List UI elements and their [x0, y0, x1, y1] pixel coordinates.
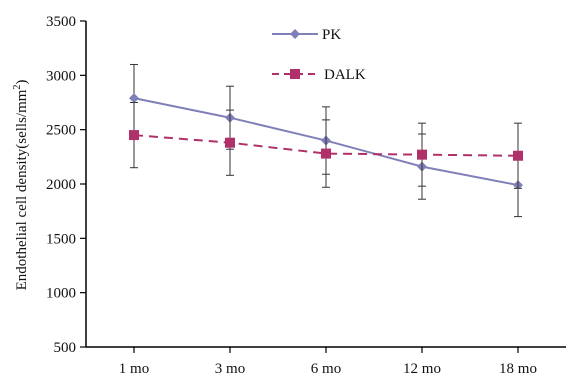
y-axis-title: Endothelial cell density(sells/mm2) [12, 80, 30, 291]
x-tick-label-18-mo: 18 mo [499, 361, 537, 374]
x-tick-label-1-mo: 1 mo [119, 361, 149, 374]
y-tick-label-500: 500 [54, 340, 77, 356]
legend-item-dalk: DALK [272, 67, 366, 83]
legend-dalk-label: DALK [324, 67, 366, 83]
y-tick-label-1000: 1000 [46, 286, 76, 302]
series-layer [129, 63, 523, 218]
legend-pk-marker [290, 29, 300, 39]
series-dalk-point-4 [513, 150, 523, 161]
y-tick-label-2000: 2000 [46, 177, 76, 193]
series-pk-point-0 [129, 93, 139, 104]
series-dalk-point-1 [225, 137, 235, 148]
series-dalk-point-0 [129, 130, 139, 141]
y-ticks: 500 1000 1500 2000 2500 3000 3500 [46, 14, 86, 356]
x-tick-label-12-mo: 12 mo [403, 361, 441, 374]
y-tick-label-3500: 3500 [46, 14, 76, 30]
y-tick-label-3000: 3000 [46, 68, 76, 84]
series-dalk-point-3 [417, 149, 427, 160]
x-ticks: 1 mo 3 mo 6 mo 12 mo 18 mo [119, 347, 537, 374]
series-dalk [129, 102, 523, 189]
y-tick-label-1500: 1500 [46, 231, 76, 247]
series-dalk-line [133, 134, 519, 157]
legend-dalk-marker [290, 69, 300, 79]
x-tick-label-6-mo: 6 mo [311, 361, 341, 374]
y-tick-label-2500: 2500 [46, 123, 76, 139]
legend: PK DALK [272, 27, 366, 83]
legend-pk-label: PK [322, 27, 341, 43]
series-dalk-point-2 [321, 148, 331, 159]
x-tick-label-3-mo: 3 mo [215, 361, 245, 374]
legend-item-pk: PK [272, 27, 341, 43]
